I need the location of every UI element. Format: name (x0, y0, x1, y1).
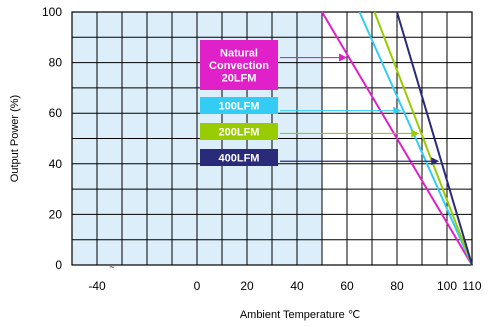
y-tick-label: 0 (55, 258, 62, 272)
legend-label: 20LFM (222, 73, 257, 85)
series-line-0 (321, 11, 473, 266)
legend-label: Convection (209, 60, 269, 72)
tick-labels: -40 0 20 40 60 80 100 110 0 20 40 60 80 100 (42, 5, 482, 293)
legend-box-2 (200, 123, 278, 140)
x-tick-label: 20 (240, 279, 254, 293)
x-tick-label: 110 (462, 279, 481, 293)
legend-arrowhead-3 (431, 157, 440, 166)
legend-box-0 (200, 40, 278, 90)
legend-label: 400LFM (219, 153, 260, 165)
series-line-2 (373, 11, 473, 266)
x-axis-label: Ambient Temperature ℃ (240, 309, 360, 321)
y-tick-label: 80 (49, 56, 63, 70)
x-tick-label: -40 (88, 279, 106, 293)
x-tick-label: 100 (437, 279, 457, 293)
legend-arrowhead-1 (393, 106, 402, 115)
y-tick-label: 60 (49, 106, 63, 120)
series-lines (321, 11, 473, 266)
legend-arrowhead-0 (339, 53, 347, 62)
x-tick-label: 40 (290, 279, 304, 293)
y-tick-label: 40 (49, 157, 63, 171)
legend-box-3 (200, 149, 278, 166)
series-line-1 (358, 11, 473, 266)
y-tick-label: 20 (49, 207, 63, 221)
x-tick-label: 60 (340, 279, 354, 293)
legend-label: 100LFM (219, 101, 260, 113)
y-tick-label: 100 (42, 5, 62, 19)
legend-label: Natural (220, 48, 258, 60)
plot-frame (71, 11, 473, 266)
series-line-3 (396, 11, 473, 266)
x-tick-label: 0 (194, 279, 201, 293)
legend-label: 200LFM (219, 127, 260, 139)
legend-box-1 (200, 97, 278, 114)
y-axis-label: Output Power (%) (9, 95, 21, 182)
x-tick-label: 80 (390, 279, 404, 293)
legend-arrowhead-2 (411, 129, 420, 138)
axis-break-mark: ~ (109, 262, 114, 272)
